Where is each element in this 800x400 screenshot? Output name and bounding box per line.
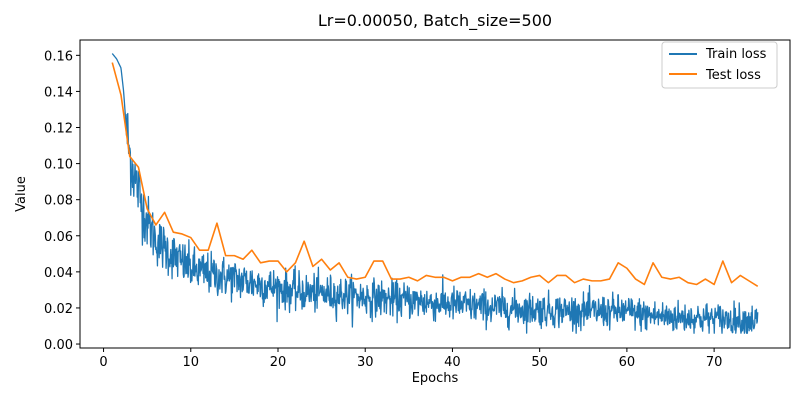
x-tick-label: 0 (99, 355, 107, 370)
plot-frame (79, 39, 791, 349)
legend-label-train: Train loss (705, 47, 767, 62)
chart-title: Lr=0.00050, Batch_size=500 (318, 11, 552, 31)
y-tick-label: 0.16 (44, 49, 73, 64)
x-tick-label: 10 (183, 355, 200, 370)
x-tick-label: 40 (444, 355, 461, 370)
x-axis-label: Epochs (412, 371, 459, 386)
y-tick-label: 0.04 (44, 266, 73, 281)
x-tick-label: 20 (270, 355, 287, 370)
series-line-train (111, 53, 759, 334)
legend: Train loss Test loss (661, 41, 778, 89)
x-tick-label: 50 (531, 355, 548, 370)
x-tick-label: 70 (706, 355, 723, 370)
x-tick-label: 60 (619, 355, 636, 370)
axes: 0 10 20 30 40 50 60 70 0.00 0.02 0.04 0.06 0.08 0.10 0… (44, 49, 722, 370)
y-tick-label: 0.12 (44, 122, 73, 137)
legend-label-test: Test loss (705, 68, 761, 83)
y-tick-label: 0.10 (44, 158, 73, 173)
y-tick-label: 0.00 (44, 338, 73, 353)
y-tick-label: 0.06 (44, 230, 73, 245)
y-axis-label: Value (14, 176, 29, 212)
series-line-test (111, 62, 759, 287)
y-tick-label: 0.08 (44, 194, 73, 209)
y-tick-label: 0.02 (44, 302, 73, 317)
y-tick-label: 0.14 (44, 85, 73, 100)
x-tick-label: 30 (357, 355, 374, 370)
plot-area (111, 53, 759, 334)
